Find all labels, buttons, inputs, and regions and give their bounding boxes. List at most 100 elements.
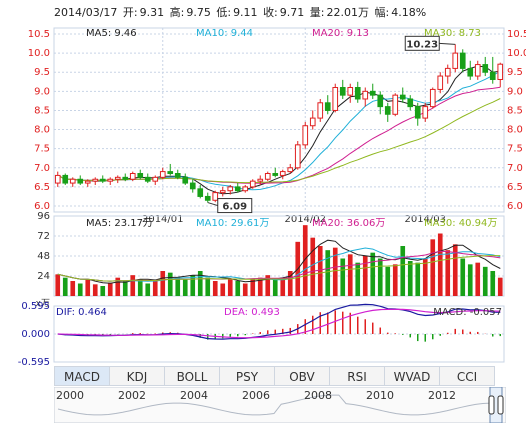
candle-body bbox=[129, 173, 136, 180]
volume-bar bbox=[55, 274, 61, 296]
candle-body bbox=[242, 186, 249, 192]
candle-body bbox=[272, 173, 279, 176]
volume-y-tick: 72 bbox=[37, 231, 50, 242]
price-ma20-legend: MA20: 9.13 bbox=[312, 28, 369, 39]
candle-body bbox=[302, 125, 309, 146]
candle-body bbox=[204, 195, 211, 201]
candle-body bbox=[474, 64, 481, 77]
timeline-right-handle[interactable] bbox=[497, 395, 504, 415]
tab-rsi[interactable]: RSI bbox=[329, 366, 385, 386]
candle-body bbox=[399, 94, 406, 100]
volume-bar bbox=[205, 277, 211, 296]
volume-bar bbox=[332, 247, 338, 296]
volume-bar bbox=[317, 246, 323, 296]
candle-body bbox=[309, 117, 316, 127]
price-y-tick-left: 8.5 bbox=[34, 105, 50, 116]
volume-bar bbox=[242, 283, 248, 296]
volume-bar bbox=[137, 279, 143, 296]
candle-body bbox=[197, 188, 204, 197]
volume-bar bbox=[460, 258, 466, 296]
high-label: 高: bbox=[169, 6, 185, 19]
macd-y-tick: 0.595 bbox=[21, 301, 50, 312]
price-y-tick-left: 9.0 bbox=[34, 86, 50, 97]
candle-body bbox=[219, 190, 226, 194]
candle-body bbox=[62, 174, 69, 184]
tab-wvad[interactable]: WVAD bbox=[384, 366, 440, 386]
price-y-tick-right: 8.0 bbox=[507, 125, 523, 136]
volume-bar bbox=[422, 258, 428, 296]
volume-bar bbox=[115, 277, 121, 296]
volume-bar bbox=[400, 246, 406, 296]
candle-body bbox=[369, 90, 376, 96]
timeline-year-label: 2010 bbox=[366, 389, 394, 402]
timeline-year-label: 2002 bbox=[118, 389, 146, 402]
volume-bar bbox=[445, 250, 451, 296]
volume-unit: x万 bbox=[36, 299, 50, 309]
volume-bar bbox=[70, 281, 76, 296]
tab-obv[interactable]: OBV bbox=[274, 366, 330, 386]
candle-body bbox=[362, 90, 369, 100]
candle-body bbox=[444, 67, 451, 77]
tab-cci[interactable]: CCI bbox=[439, 366, 495, 386]
volume-bar bbox=[430, 239, 436, 296]
candle-body bbox=[489, 71, 496, 80]
tab-psy[interactable]: PSY bbox=[219, 366, 275, 386]
volume-bar bbox=[347, 254, 353, 296]
volume-bar bbox=[310, 237, 316, 296]
timeline-navigator[interactable]: 2000 2002 2004 2006 2008 2010 2012 bbox=[54, 387, 506, 423]
annotation-leader bbox=[439, 42, 456, 45]
volume-bar bbox=[175, 277, 181, 296]
candle-body bbox=[482, 64, 489, 73]
price-y-tick-left: 7.0 bbox=[34, 163, 50, 174]
price-y-tick-left: 10.5 bbox=[28, 29, 50, 40]
volume-bar bbox=[250, 279, 256, 296]
price-y-tick-right: 6.5 bbox=[507, 182, 523, 193]
price-y-tick-left: 9.5 bbox=[34, 67, 50, 78]
price-y-tick-right: 10.5 bbox=[507, 29, 526, 40]
candle-body bbox=[452, 52, 459, 69]
volume-label: 量: bbox=[309, 6, 325, 19]
volume-bar bbox=[197, 271, 203, 296]
volume-bar bbox=[370, 252, 376, 296]
volume-bar bbox=[302, 225, 308, 296]
tab-boll[interactable]: BOLL bbox=[164, 366, 220, 386]
volume-y-tick: 96 bbox=[37, 211, 50, 222]
volume-value: 22.01万 bbox=[326, 6, 370, 19]
price-ma10-legend: MA10: 9.44 bbox=[196, 28, 253, 39]
candle-body bbox=[114, 176, 121, 180]
volume-bar bbox=[227, 279, 233, 296]
tab-macd[interactable]: MACD bbox=[54, 366, 110, 386]
macd-y-tick: -0.595 bbox=[18, 357, 50, 366]
price-y-tick-left: 8.0 bbox=[34, 125, 50, 136]
price-y-tick-left: 7.5 bbox=[34, 144, 50, 155]
volume-bar bbox=[152, 281, 158, 296]
price-y-tick-right: 7.5 bbox=[507, 144, 523, 155]
candle-body bbox=[144, 176, 151, 182]
candle-body bbox=[377, 94, 384, 108]
candle-body bbox=[347, 87, 354, 96]
volume-bar bbox=[167, 272, 173, 296]
timeline-left-handle[interactable] bbox=[488, 395, 495, 415]
close-value: 9.71 bbox=[279, 6, 305, 19]
candle-body bbox=[84, 180, 91, 184]
candle-body bbox=[182, 176, 189, 184]
volume-bar bbox=[355, 262, 361, 296]
tab-kdj[interactable]: KDJ bbox=[109, 366, 165, 386]
volume-bar bbox=[287, 271, 293, 296]
price-y-tick-left: 6.5 bbox=[34, 182, 50, 193]
volume-bar bbox=[160, 271, 166, 296]
candle-body bbox=[459, 52, 466, 69]
volume-bar bbox=[452, 244, 458, 296]
candle-body bbox=[407, 98, 414, 108]
price-y-tick-right: 9.0 bbox=[507, 86, 523, 97]
volume-bar bbox=[92, 284, 98, 296]
annotation-label: 10.23 bbox=[406, 39, 438, 50]
timeline-year-label: 2000 bbox=[56, 389, 84, 402]
macd-dea-line bbox=[57, 308, 501, 339]
price-y-tick-right: 10.0 bbox=[507, 48, 526, 59]
candle-body bbox=[332, 87, 339, 111]
volume-bar bbox=[77, 283, 83, 296]
volume-bar bbox=[385, 266, 391, 296]
stock-chart[interactable]: 10.5 10.5 10.0 10.0 9.5 9.5 9.0 9.0 8.5 8.5 8.0 8.0… bbox=[0, 26, 526, 366]
candle-body bbox=[354, 87, 361, 100]
